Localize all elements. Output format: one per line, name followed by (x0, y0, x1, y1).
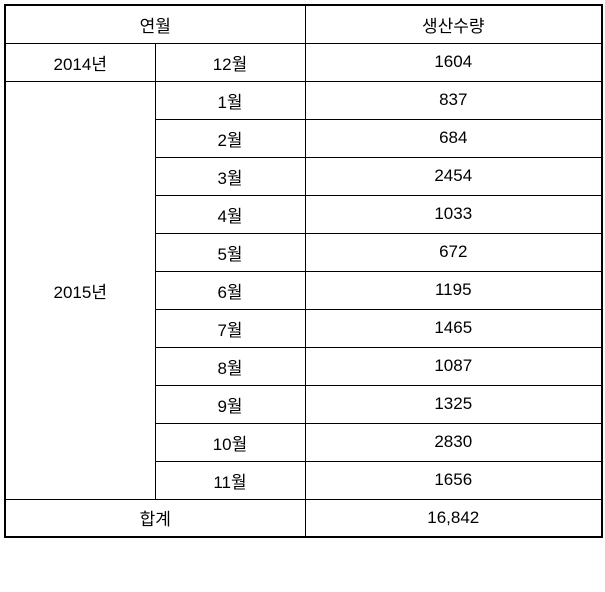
table-header-row: 연월 생산수량 (5, 5, 602, 43)
cell-quantity: 1195 (305, 271, 602, 309)
cell-month: 1월 (155, 81, 305, 119)
table-row: 2015년1월837 (5, 81, 602, 119)
header-quantity: 생산수량 (305, 5, 602, 43)
table-row: 2014년12월1604 (5, 43, 602, 81)
header-year-month: 연월 (5, 5, 305, 43)
cell-quantity: 1087 (305, 347, 602, 385)
cell-quantity: 1325 (305, 385, 602, 423)
cell-quantity: 1465 (305, 309, 602, 347)
cell-quantity: 1604 (305, 43, 602, 81)
cell-month: 8월 (155, 347, 305, 385)
cell-quantity: 2454 (305, 157, 602, 195)
cell-quantity: 1033 (305, 195, 602, 233)
cell-month: 9월 (155, 385, 305, 423)
cell-month: 12월 (155, 43, 305, 81)
footer-total: 16,842 (305, 499, 602, 537)
cell-month: 3월 (155, 157, 305, 195)
cell-year: 2014년 (5, 43, 155, 81)
cell-month: 4월 (155, 195, 305, 233)
cell-quantity: 672 (305, 233, 602, 271)
cell-quantity: 1656 (305, 461, 602, 499)
cell-month: 5월 (155, 233, 305, 271)
table-body: 2014년12월16042015년1월8372월6843월24544월10335… (5, 43, 602, 499)
cell-month: 11월 (155, 461, 305, 499)
cell-quantity: 2830 (305, 423, 602, 461)
production-table: 연월 생산수량 2014년12월16042015년1월8372월6843월245… (4, 4, 603, 538)
table-footer-row: 합계 16,842 (5, 499, 602, 537)
cell-month: 10월 (155, 423, 305, 461)
cell-quantity: 684 (305, 119, 602, 157)
footer-label: 합계 (5, 499, 305, 537)
cell-month: 6월 (155, 271, 305, 309)
cell-year: 2015년 (5, 81, 155, 499)
cell-month: 7월 (155, 309, 305, 347)
cell-month: 2월 (155, 119, 305, 157)
cell-quantity: 837 (305, 81, 602, 119)
